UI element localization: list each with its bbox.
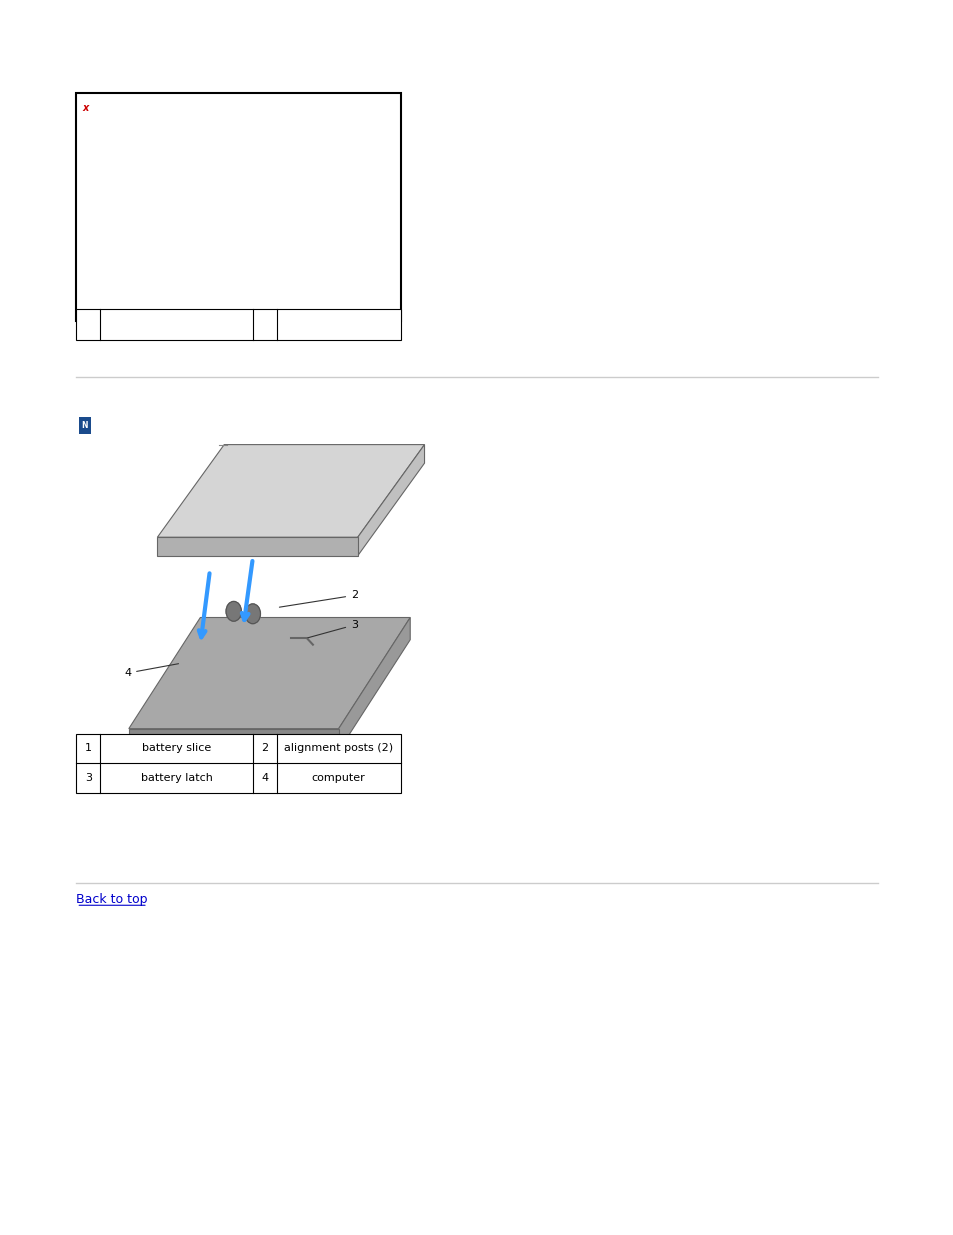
Circle shape <box>226 601 241 621</box>
Polygon shape <box>338 618 410 751</box>
Text: 3: 3 <box>85 773 91 783</box>
Text: 2: 2 <box>279 590 357 608</box>
Text: 1: 1 <box>298 516 355 526</box>
Text: 4: 4 <box>124 663 178 678</box>
Text: Back to top: Back to top <box>76 893 148 905</box>
Text: computer: computer <box>312 773 365 783</box>
Polygon shape <box>157 537 357 556</box>
Polygon shape <box>357 445 424 556</box>
Polygon shape <box>129 618 410 729</box>
Text: N: N <box>82 421 88 430</box>
Polygon shape <box>157 445 424 537</box>
Text: battery slice: battery slice <box>142 743 211 753</box>
Bar <box>76 309 400 340</box>
Text: 4: 4 <box>261 773 268 783</box>
Text: battery latch: battery latch <box>140 773 213 783</box>
Text: alignment posts (2): alignment posts (2) <box>284 743 393 753</box>
Polygon shape <box>129 729 338 751</box>
Circle shape <box>245 604 260 624</box>
Bar <box>79 417 91 435</box>
Bar <box>76 93 400 321</box>
Text: x: x <box>82 103 89 112</box>
Text: 3: 3 <box>308 620 357 637</box>
Text: 2: 2 <box>261 743 268 753</box>
Bar <box>76 734 400 793</box>
Text: 1: 1 <box>85 743 91 753</box>
